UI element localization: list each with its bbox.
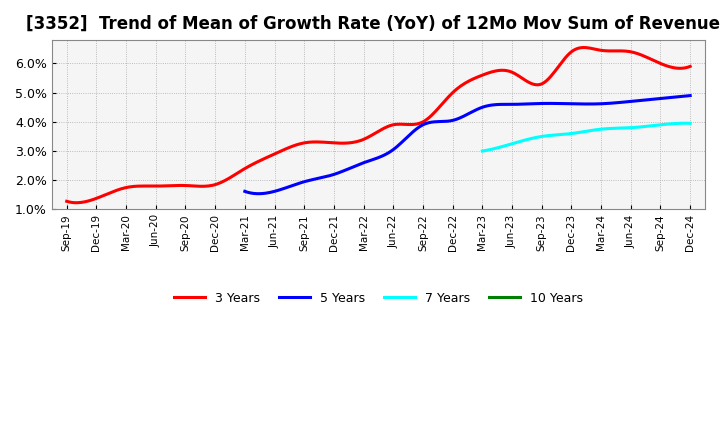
7 Years bbox=[606, 126, 614, 131]
Line: 7 Years: 7 Years bbox=[482, 123, 690, 151]
Legend: 3 Years, 5 Years, 7 Years, 10 Years: 3 Years, 5 Years, 7 Years, 10 Years bbox=[168, 287, 588, 310]
5 Years bbox=[254, 191, 263, 196]
3 Years bbox=[73, 200, 81, 205]
5 Years bbox=[242, 189, 251, 194]
7 Years bbox=[602, 126, 611, 132]
5 Years bbox=[617, 100, 626, 105]
Line: 5 Years: 5 Years bbox=[245, 95, 690, 194]
5 Years bbox=[505, 102, 514, 107]
3 Years bbox=[686, 64, 695, 69]
3 Years bbox=[580, 45, 588, 50]
Line: 3 Years: 3 Years bbox=[67, 48, 690, 203]
3 Years bbox=[436, 104, 444, 109]
7 Years bbox=[479, 148, 487, 154]
3 Years bbox=[631, 51, 640, 56]
7 Years bbox=[680, 121, 689, 126]
Title: [3352]  Trend of Mean of Growth Rate (YoY) of 12Mo Mov Sum of Revenues: [3352] Trend of Mean of Growth Rate (YoY… bbox=[27, 15, 720, 33]
3 Years bbox=[446, 92, 455, 98]
5 Years bbox=[507, 102, 516, 107]
5 Years bbox=[686, 93, 695, 98]
7 Years bbox=[653, 122, 662, 128]
7 Years bbox=[478, 148, 487, 154]
7 Years bbox=[601, 126, 610, 132]
7 Years bbox=[667, 121, 675, 126]
3 Years bbox=[65, 199, 73, 205]
7 Years bbox=[686, 121, 695, 126]
3 Years bbox=[592, 47, 600, 52]
5 Years bbox=[646, 97, 654, 102]
3 Years bbox=[433, 106, 442, 111]
5 Years bbox=[240, 189, 249, 194]
5 Years bbox=[515, 102, 523, 107]
3 Years bbox=[63, 198, 71, 204]
